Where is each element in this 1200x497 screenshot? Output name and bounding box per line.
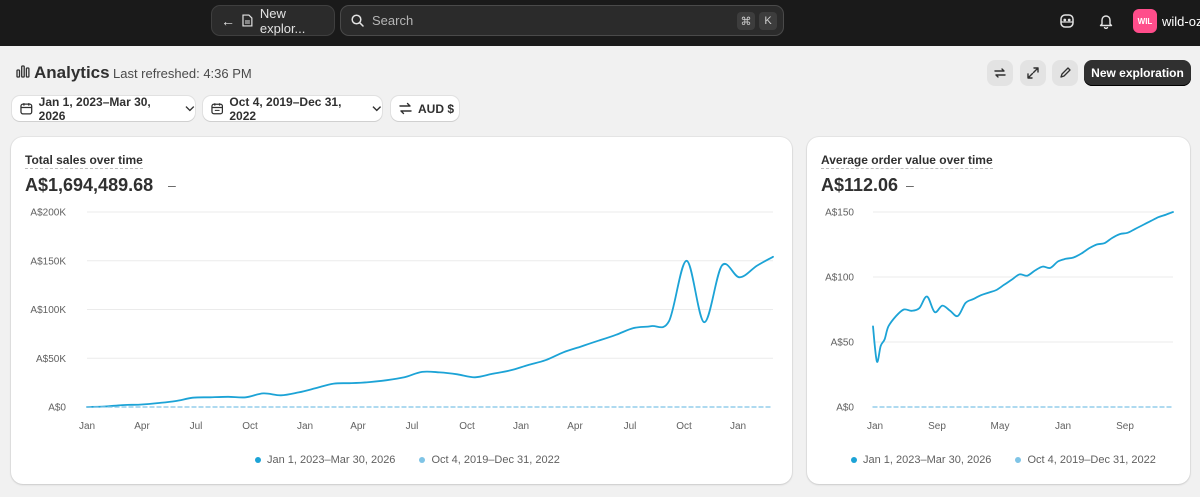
x-tick-label: Sep — [928, 421, 946, 432]
store-name[interactable]: wild-oz — [1162, 14, 1200, 29]
back-navigation-label: New explor... — [259, 5, 306, 36]
value-change-indicator: – — [906, 177, 914, 193]
chevron-down-icon — [185, 106, 195, 112]
expand-button[interactable] — [1020, 60, 1046, 86]
x-tick-label: Jul — [406, 421, 419, 432]
expand-icon — [1027, 67, 1039, 79]
edit-button[interactable] — [1052, 60, 1078, 86]
x-tick-label: Apr — [350, 421, 366, 432]
chart-legend: Jan 1, 2023–Mar 30, 2026 Oct 4, 2019–Dec… — [851, 454, 1156, 466]
x-tick-label: Jan — [730, 421, 746, 432]
total-sales-chart: A$200K A$150K A$100K A$50K A$0 Jan Apr Jul Oct Ja… — [30, 208, 774, 432]
card-value: A$1,694,489.68 — [25, 175, 154, 195]
x-tick-label: Jan — [513, 421, 529, 432]
exchange-icon — [399, 102, 412, 115]
search-placeholder: Search — [372, 13, 414, 28]
page-title: Analytics — [34, 63, 110, 82]
back-navigation-button[interactable]: ← New explor... — [211, 5, 335, 36]
calendar-icon — [20, 103, 33, 115]
x-tick-label: Sep — [1116, 421, 1134, 432]
store-avatar[interactable]: WIL — [1133, 9, 1157, 33]
currency-label: AUD $ — [418, 101, 455, 116]
x-tick-label: Jan — [1055, 421, 1071, 432]
x-tick-label: Oct — [676, 421, 692, 432]
x-tick-label: May — [991, 421, 1010, 432]
date-range-filter[interactable]: Jan 1, 2023–Mar 30, 2026 — [12, 94, 195, 123]
primary-series-line — [86, 255, 774, 408]
x-tick-label: Jul — [190, 421, 203, 432]
legend-dot-primary — [851, 457, 857, 463]
top-bar: ← New explor... Search ⌘ K WIL wild-oz — [0, 0, 1200, 46]
average-order-value-card: Average order value over time A$112.06 –… — [807, 137, 1190, 484]
analytics-icon — [16, 65, 30, 78]
primary-series-line — [872, 211, 1174, 363]
new-exploration-button[interactable]: New exploration — [1084, 60, 1191, 86]
y-tick-label: A$150 — [825, 208, 854, 219]
calendar-compare-icon — [211, 103, 224, 115]
k-key-hint: K — [759, 12, 777, 30]
search-icon — [351, 14, 364, 27]
command-key-hint: ⌘ — [737, 12, 755, 30]
y-tick-label: A$100K — [30, 305, 66, 316]
sidekick-icon[interactable] — [1058, 12, 1076, 30]
legend-dot-comparison — [1015, 457, 1022, 463]
x-tick-label: Jan — [297, 421, 313, 432]
x-tick-label: Oct — [242, 421, 258, 432]
x-tick-label: Jul — [624, 421, 637, 432]
y-tick-label: A$50 — [831, 338, 855, 349]
card-value: A$112.06 — [821, 175, 899, 195]
y-tick-label: A$50K — [36, 354, 66, 365]
x-tick-label: Apr — [567, 421, 583, 432]
x-tick-label: Jan — [867, 421, 883, 432]
comparison-range-label: Oct 4, 2019–Dec 31, 2022 — [229, 94, 342, 123]
average-order-value-chart: A$150 A$100 A$50 A$0 Jan Sep May Jan Sep — [825, 208, 1174, 432]
legend-dot-primary — [255, 457, 261, 463]
date-range-label: Jan 1, 2023–Mar 30, 2026 — [38, 94, 151, 123]
arrow-left-icon: ← — [221, 12, 235, 29]
bell-icon[interactable] — [1097, 12, 1115, 30]
currency-filter[interactable]: AUD $ — [391, 96, 459, 121]
value-change-indicator: – — [168, 177, 176, 193]
y-tick-label: A$150K — [30, 256, 66, 267]
search-bar[interactable]: Search ⌘ K — [340, 5, 784, 36]
legend-label-comparison: Oct 4, 2019–Dec 31, 2022 — [1027, 454, 1156, 466]
y-tick-label: A$0 — [836, 403, 854, 414]
legend-dot-comparison — [419, 457, 426, 463]
pencil-icon — [1060, 67, 1071, 78]
x-tick-label: Jan — [79, 421, 95, 432]
document-icon — [242, 14, 253, 27]
y-tick-label: A$200K — [30, 208, 66, 219]
chart-legend: Jan 1, 2023–Mar 30, 2026 Oct 4, 2019–Dec… — [255, 454, 560, 466]
total-sales-card: Total sales over time A$1,694,489.68 – A… — [11, 137, 792, 484]
comparison-range-filter[interactable]: Oct 4, 2019–Dec 31, 2022 — [203, 94, 382, 123]
x-tick-label: Apr — [134, 421, 150, 432]
y-tick-label: A$0 — [48, 403, 66, 414]
refresh-icon — [994, 68, 1006, 78]
y-tick-label: A$100 — [825, 273, 854, 284]
legend-label-primary: Jan 1, 2023–Mar 30, 2026 — [267, 454, 396, 466]
chevron-down-icon — [372, 106, 382, 112]
legend-label-comparison: Oct 4, 2019–Dec 31, 2022 — [431, 454, 560, 466]
card-title[interactable]: Average order value over time — [821, 153, 993, 169]
refresh-button[interactable] — [987, 60, 1013, 86]
legend-label-primary: Jan 1, 2023–Mar 30, 2026 — [863, 454, 992, 466]
last-refreshed-text: Last refreshed: 4:36 PM — [113, 66, 252, 81]
x-tick-label: Oct — [459, 421, 475, 432]
card-title[interactable]: Total sales over time — [25, 153, 143, 169]
